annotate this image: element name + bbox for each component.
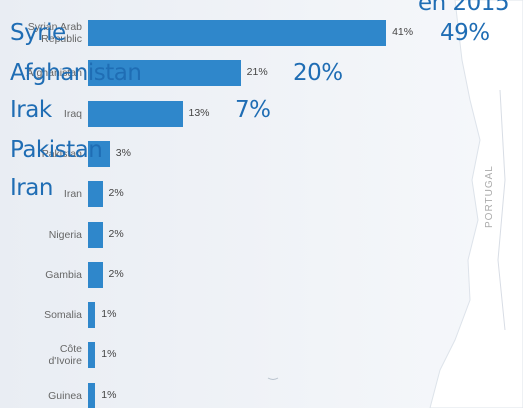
bar [88, 342, 96, 369]
value-label: 1% [101, 388, 117, 401]
category-label: Gambia [45, 268, 82, 281]
bar [88, 261, 103, 288]
bar [88, 60, 241, 87]
value-label: 3% [115, 146, 131, 159]
annotation: Irak [10, 97, 52, 123]
bar [88, 140, 110, 167]
category-label: Guinea [48, 389, 82, 402]
category-label: Iraq [63, 107, 82, 120]
category-label: Nigeria [48, 228, 82, 241]
category-label: Afghanistan [26, 67, 82, 80]
bar [88, 20, 387, 46]
annotation: en 2015 [418, 0, 510, 16]
bar [88, 181, 103, 208]
category-label: Somalia [44, 309, 82, 322]
value-label: 21% [246, 66, 268, 79]
annotation: Pakistan [10, 137, 103, 163]
value-label: 2% [108, 187, 124, 200]
bar [88, 382, 96, 408]
value-label: 2% [108, 227, 124, 240]
value-label: 2% [108, 267, 124, 280]
value-label: 1% [101, 348, 117, 361]
bar [88, 302, 96, 329]
annotation: 7% [235, 97, 271, 123]
value-label: 1% [101, 308, 117, 321]
annotation: 49% [440, 20, 490, 46]
category-label: Syrian Arab Republic [27, 21, 82, 45]
annotation: 20% [293, 60, 343, 86]
category-label: Côte d'Ivoire [48, 343, 82, 368]
bar [88, 221, 103, 248]
value-label: 41% [392, 26, 414, 38]
category-label: Pakistan [41, 147, 82, 160]
annotation: Syrie [10, 20, 66, 46]
bar [88, 100, 183, 127]
value-label: 13% [188, 106, 210, 119]
map-label: PORTUGAL [484, 165, 495, 228]
category-label: Iran [63, 188, 82, 201]
annotation: Afghanistan [10, 60, 142, 86]
annotation: Iran [10, 175, 53, 201]
